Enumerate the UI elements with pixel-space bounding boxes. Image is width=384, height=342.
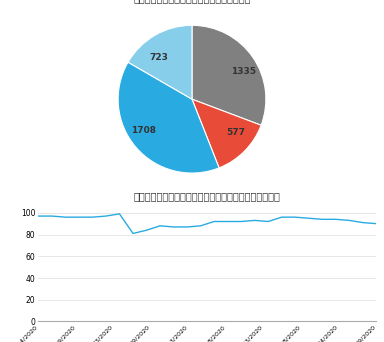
Wedge shape <box>192 99 261 168</box>
Text: 577: 577 <box>226 128 245 137</box>
Wedge shape <box>192 25 266 125</box>
Wedge shape <box>118 62 219 173</box>
Title: 環境全体のユーザーエクスペリエンスの分類: 環境全体のユーザーエクスペリエンスの分類 <box>133 0 251 3</box>
Title: 時間経過に伴うユーザーエクスペリエンススコアの変化: 時間経過に伴うユーザーエクスペリエンススコアの変化 <box>134 192 281 202</box>
Text: 1335: 1335 <box>232 67 257 76</box>
Text: 1708: 1708 <box>131 126 156 135</box>
Legend: 優, 可, 良, 不可: 優, 可, 良, 不可 <box>139 212 245 228</box>
Text: 723: 723 <box>149 53 168 62</box>
Wedge shape <box>128 25 192 99</box>
